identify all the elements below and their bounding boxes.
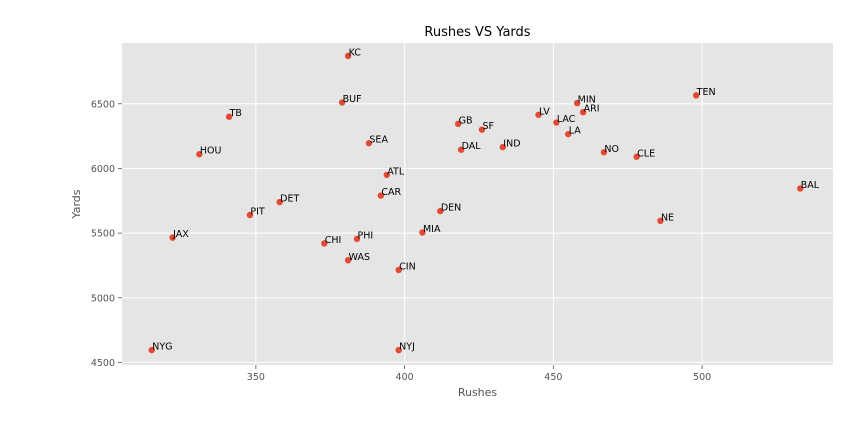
data-label-nyj: NYJ <box>399 342 415 353</box>
data-label-dal: DAL <box>462 141 482 152</box>
data-point-chi <box>321 240 328 247</box>
data-point-nyj <box>395 346 402 354</box>
data-label-det: DET <box>280 194 299 205</box>
data-point-cin <box>395 266 402 274</box>
data-label-cin: CIN <box>399 261 416 272</box>
data-point-lac <box>553 119 560 126</box>
data-label-was: WAS <box>349 252 370 263</box>
data-point-den <box>437 207 444 215</box>
data-label-tb: TB <box>229 108 242 119</box>
data-label-bal: BAL <box>801 180 820 191</box>
data-label-ten: TEN <box>696 87 716 98</box>
data-label-chi: CHI <box>325 235 342 246</box>
data-point-phi <box>353 235 361 243</box>
y-tick-label: 4500 <box>91 358 115 369</box>
y-tick-label: 6500 <box>91 99 115 110</box>
data-label-kc: KC <box>349 47 362 58</box>
data-point-cle <box>633 153 640 160</box>
data-label-hou: HOU <box>200 146 222 157</box>
data-point-no <box>600 149 608 156</box>
data-point-atl <box>383 171 390 179</box>
data-point-pit <box>246 211 254 219</box>
data-label-cle: CLE <box>637 148 655 159</box>
x-axis-label: Rushes <box>458 386 498 399</box>
chart-title: Rushes VS Yards <box>424 25 530 40</box>
data-point-gb <box>454 120 462 128</box>
data-point-sf <box>478 126 486 133</box>
y-axis-label: Yards <box>70 189 83 219</box>
data-point-la <box>565 130 572 138</box>
data-label-gb: GB <box>459 115 473 126</box>
x-tick-label: 400 <box>396 372 414 383</box>
data-points: KC BUF TB HOU SEA ATL CAR DET PIT JAX CHI PHI WAS CIN… <box>148 47 820 354</box>
data-label-sf: SF <box>482 121 494 132</box>
data-point-car <box>377 192 385 199</box>
data-label-la: LA <box>569 126 582 137</box>
data-label-lac: LAC <box>557 114 576 125</box>
grid-lines <box>122 43 833 365</box>
x-tick-label: 450 <box>544 372 562 383</box>
data-point-was <box>344 257 352 264</box>
data-label-jax: JAX <box>172 229 189 240</box>
data-label-sea: SEA <box>369 135 388 146</box>
data-label-ne: NE <box>661 212 674 223</box>
data-point-tb <box>225 113 233 120</box>
data-label-pit: PIT <box>250 206 265 217</box>
data-point-bal <box>797 185 804 192</box>
data-label-den: DEN <box>441 203 461 214</box>
data-point-ari <box>579 108 587 116</box>
data-label-min: MIN <box>578 95 596 106</box>
data-point-lv <box>535 111 542 118</box>
data-point-ind <box>499 143 506 151</box>
data-point-det <box>276 198 283 206</box>
y-tick-label: 5000 <box>91 293 115 304</box>
data-label-phi: PHI <box>358 230 374 241</box>
data-point-dal <box>457 146 465 153</box>
data-label-nyg: NYG <box>152 342 172 353</box>
data-label-no: NO <box>604 144 619 155</box>
data-point-sea <box>365 140 373 147</box>
y-tick-label: 6000 <box>91 164 115 175</box>
y-tick-label: 5500 <box>91 229 115 240</box>
plot-area <box>122 43 833 365</box>
data-point-ten <box>692 92 700 99</box>
data-point-min <box>573 99 581 107</box>
data-point-nyg <box>148 346 155 354</box>
x-tick-label: 350 <box>247 372 265 383</box>
data-point-mia <box>419 229 426 236</box>
data-point-ne <box>657 217 664 225</box>
data-label-mia: MIA <box>423 224 441 235</box>
data-label-buf: BUF <box>343 94 362 105</box>
data-point-jax <box>169 234 176 241</box>
data-point-kc <box>344 52 352 60</box>
data-label-atl: ATL <box>387 166 405 177</box>
data-point-buf <box>338 99 346 106</box>
x-tick-label: 500 <box>693 372 711 383</box>
data-label-lv: LV <box>539 106 550 117</box>
data-label-car: CAR <box>381 187 401 198</box>
data-label-ari: ARI <box>584 104 600 115</box>
data-label-ind: IND <box>503 139 520 150</box>
data-point-hou <box>196 151 203 158</box>
axis-ticks: 350 400 450 500 4500 5000 5500 6000 6500 <box>91 99 711 383</box>
